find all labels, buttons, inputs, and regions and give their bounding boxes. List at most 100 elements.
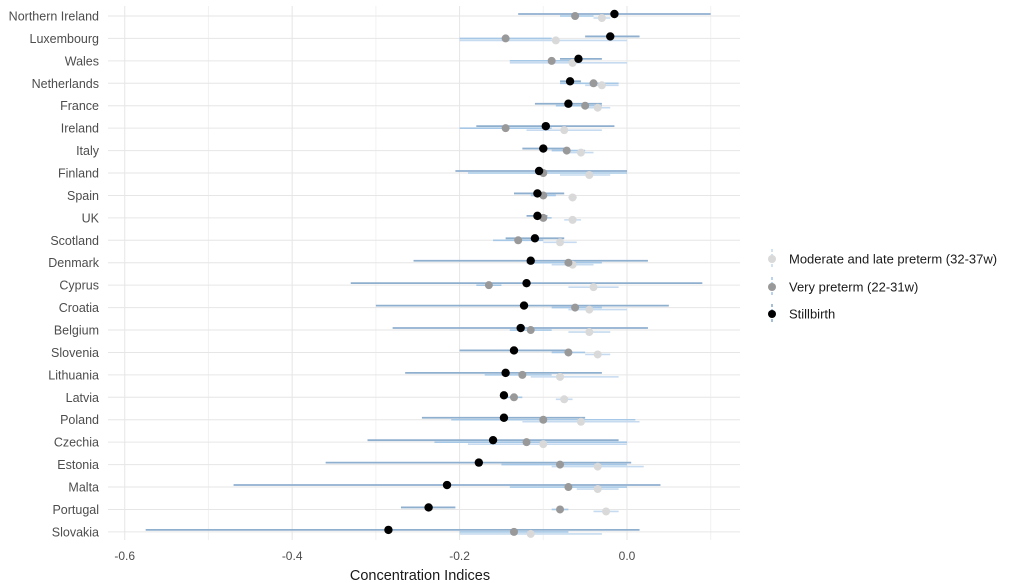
country-label: Scotland: [50, 234, 99, 248]
x-axis-title: Concentration Indices: [350, 568, 490, 583]
point-estimate: [539, 440, 548, 449]
grid-lines: [108, 6, 740, 540]
point-estimate: [560, 126, 569, 135]
point-estimate: [551, 36, 560, 45]
country-label: Slovakia: [52, 525, 99, 539]
country-label: Ireland: [61, 122, 99, 136]
point-estimate: [571, 303, 580, 312]
point-estimate: [556, 460, 565, 469]
country-label: Wales: [65, 54, 99, 68]
country-label: Estonia: [57, 458, 99, 472]
x-tick-labels: -0.6 -0.4 -0.2 0.0: [114, 549, 635, 563]
point-estimate: [564, 348, 573, 357]
point-estimate: [530, 234, 540, 243]
point-estimate: [602, 507, 611, 516]
x-tick-label: -0.2: [449, 549, 470, 563]
point-estimate: [568, 193, 577, 202]
point-estimate: [576, 148, 585, 157]
point-estimate: [568, 215, 577, 224]
point-estimate: [533, 211, 542, 221]
point-estimate: [526, 529, 535, 538]
point-estimate: [564, 483, 573, 492]
point-estimate: [547, 56, 556, 65]
point-estimate: [514, 236, 523, 245]
point-estimate: [519, 301, 529, 310]
point-estimate: [518, 370, 527, 379]
point-estimate: [539, 144, 548, 153]
point-estimate: [597, 81, 606, 90]
point-estimate: [585, 171, 594, 180]
point-estimate: [556, 372, 565, 381]
legend-key-point: [768, 310, 776, 318]
point-estimate: [384, 525, 393, 535]
point-estimate: [589, 79, 598, 88]
country-label: Luxembourg: [30, 32, 100, 46]
point-estimate: [501, 124, 510, 133]
point-estimate: [564, 258, 573, 267]
point-estimate: [593, 103, 602, 112]
legend-label: Very preterm (22-31w): [789, 280, 918, 295]
point-estimate: [593, 485, 602, 494]
point-estimate: [501, 34, 510, 43]
country-label: Lithuania: [48, 368, 99, 382]
country-label: Malta: [68, 481, 99, 495]
country-label: Poland: [60, 413, 99, 427]
point-estimate: [534, 166, 544, 176]
point-estimate: [424, 503, 433, 512]
point-estimate: [562, 146, 571, 155]
point-estimate: [501, 368, 510, 378]
legend-key-point: [768, 283, 776, 291]
point-estimate: [610, 9, 619, 19]
point-estimate: [516, 323, 525, 333]
country-label: Croatia: [59, 301, 99, 315]
country-label: Italy: [76, 144, 100, 158]
point-estimate: [509, 527, 518, 536]
point-estimate: [556, 238, 565, 247]
country-label: Finland: [58, 167, 99, 181]
point-estimate: [576, 417, 585, 426]
point-estimate: [564, 99, 573, 108]
point-estimate: [526, 256, 535, 265]
point-estimate: [488, 435, 498, 445]
point-estimate: [556, 505, 565, 514]
point-estimate: [565, 77, 575, 86]
point-estimate: [522, 438, 531, 447]
country-label: Northern Ireland: [9, 10, 99, 24]
point-estimate: [499, 413, 509, 422]
country-label: Spain: [67, 189, 99, 203]
legend-label: Moderate and late preterm (32-37w): [789, 252, 997, 267]
point-estimate: [509, 346, 519, 355]
point-estimate: [581, 101, 590, 110]
country-labels: Northern Ireland Luxembourg Wales Netherlan…: [9, 10, 100, 540]
point-estimate: [571, 12, 580, 20]
point-estimate: [593, 350, 602, 359]
legend: Moderate and late preterm (32-37w) Very p…: [768, 249, 997, 324]
point-estimate: [589, 283, 598, 292]
point-estimate: [574, 54, 583, 64]
x-tick-label: 0.0: [619, 549, 636, 563]
country-label: UK: [82, 211, 100, 225]
point-estimate: [474, 458, 484, 467]
point-estimate: [585, 328, 594, 337]
point-estimate: [484, 281, 493, 290]
point-estimate: [499, 391, 509, 400]
point-estimate: [442, 480, 452, 490]
country-label: Cyprus: [59, 279, 99, 293]
country-label: Latvia: [66, 391, 99, 405]
country-label: Denmark: [48, 256, 99, 270]
country-label: Czechia: [54, 436, 99, 450]
point-estimate: [597, 14, 606, 22]
country-label: Belgium: [54, 324, 99, 338]
point-estimate: [522, 278, 531, 288]
legend-label: Stillbirth: [789, 307, 835, 322]
point-estimate: [539, 415, 548, 424]
point-estimate: [533, 189, 542, 198]
x-tick-label: -0.6: [114, 549, 135, 563]
point-estimate: [606, 32, 615, 41]
country-label: Portugal: [52, 503, 99, 517]
point-estimate: [560, 395, 569, 404]
point-estimate: [568, 58, 577, 67]
point-estimate: [509, 393, 518, 402]
point-estimate: [526, 326, 535, 335]
